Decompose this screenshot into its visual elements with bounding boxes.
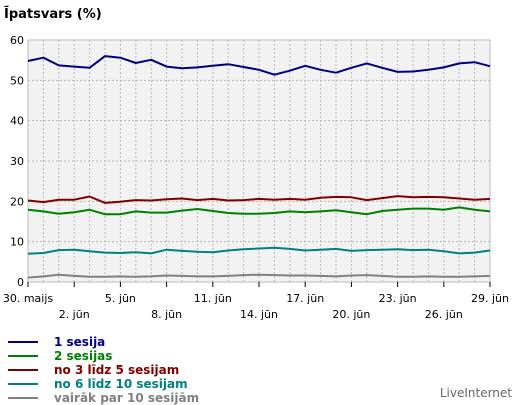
series-layer xyxy=(27,55,491,279)
legend-item: no 3 līdz 5 sesijam xyxy=(8,363,199,377)
legend-swatch xyxy=(8,383,38,385)
series-line xyxy=(27,55,491,76)
legend-item: 1 sesija xyxy=(8,335,199,349)
y-axis: 0 10 20 30 40 50 60 xyxy=(10,34,24,289)
legend-item: no 6 līdz 10 sesijam xyxy=(8,377,199,391)
grid xyxy=(27,39,491,283)
x-tick-label: 23. jūn xyxy=(379,292,417,305)
x-axis: 30. maijs 5. jūn 11. jūn 17. jūn 23. jūn 29. … xyxy=(3,282,509,321)
legend-label: vairāk par 10 sesijām xyxy=(54,391,200,405)
x-tick-label: 5. jūn xyxy=(105,292,136,305)
legend-label: 1 sesija xyxy=(54,335,106,349)
legend-swatch xyxy=(8,341,38,343)
y-tick-label: 10 xyxy=(10,236,24,249)
chart-title: Īpatsvars (%) xyxy=(4,7,102,22)
y-tick-label: 60 xyxy=(10,34,24,47)
legend-swatch xyxy=(8,355,38,357)
x-tick-label: 17. jūn xyxy=(286,292,324,305)
x-tick-label: 8. jūn xyxy=(151,308,182,321)
x-tick-label: 2. jūn xyxy=(59,308,90,321)
legend-label: no 6 līdz 10 sesijam xyxy=(54,377,188,391)
x-tick-label: 14. jūn xyxy=(240,308,278,321)
series-line xyxy=(27,195,491,204)
y-tick-label: 30 xyxy=(10,155,24,168)
x-tick-label: 26. jūn xyxy=(425,308,463,321)
legend-item: vairāk par 10 sesijām xyxy=(8,391,199,405)
legend-label: no 3 līdz 5 sesijam xyxy=(54,363,180,377)
x-tick-label: 11. jūn xyxy=(194,292,232,305)
legend: 1 sesija 2 sesijas no 3 līdz 5 sesijam no 6… xyxy=(8,335,199,405)
legend-swatch xyxy=(8,369,38,371)
brand-label: LiveInternet xyxy=(439,386,512,400)
x-tick-label: 20. jūn xyxy=(332,308,370,321)
x-tick-label: 29. jūn xyxy=(471,292,509,305)
y-tick-label: 50 xyxy=(10,74,24,87)
chart: Īpatsvars (%) 0 10 20 30 40 50 60 30. maijs 5. … xyxy=(3,7,509,321)
y-tick-label: 40 xyxy=(10,115,24,128)
x-tick-label: 30. maijs xyxy=(3,292,54,305)
y-tick-label: 0 xyxy=(17,276,24,289)
legend-swatch xyxy=(8,397,38,399)
series-line xyxy=(27,246,491,255)
series-line xyxy=(27,273,491,279)
y-tick-label: 20 xyxy=(10,195,24,208)
series-line xyxy=(27,206,491,216)
legend-label: 2 sesijas xyxy=(54,349,113,363)
legend-item: 2 sesijas xyxy=(8,349,199,363)
